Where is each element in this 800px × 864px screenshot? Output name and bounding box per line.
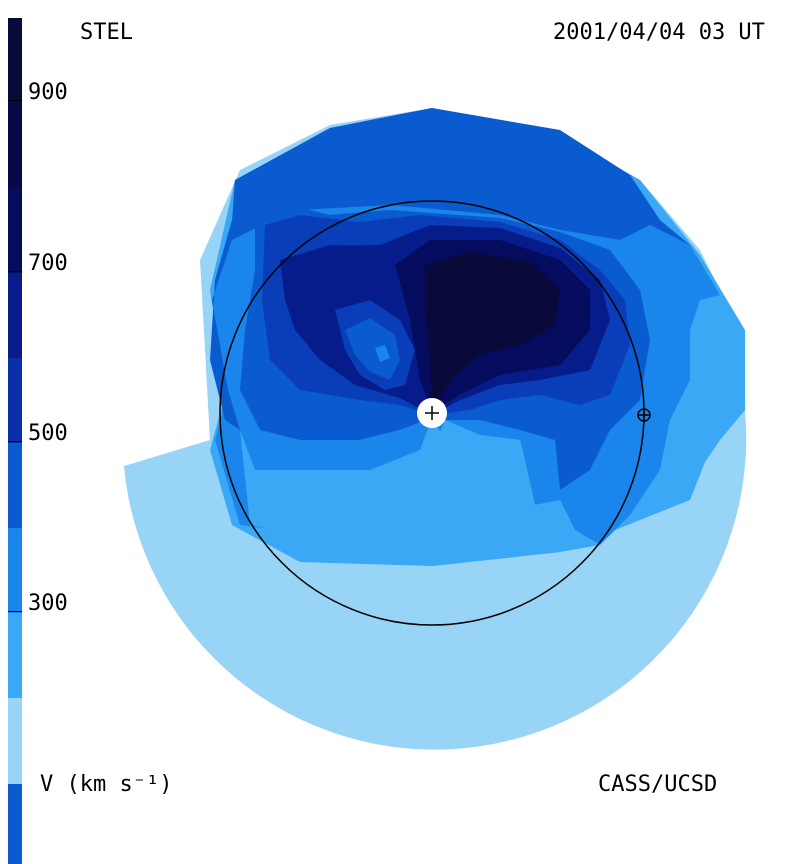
colorbar-graphic (8, 18, 22, 784)
earth-icon (637, 408, 651, 422)
colorbar-tick (8, 100, 22, 101)
velocity-contour-inner3 (375, 345, 390, 362)
velocity-contour-900 (425, 252, 560, 410)
colorbar-tick (8, 611, 22, 612)
colorbar-tick-label: 700 (28, 251, 68, 276)
velocity-contour-right (420, 420, 600, 566)
timestamp-label: 2001/04/04 03 UT (553, 20, 765, 45)
colorbar-tick (8, 271, 22, 272)
units-label: V (km s⁻¹) (40, 772, 173, 797)
velocity-contour-lower2 (240, 418, 432, 470)
velocity-contour-300b (124, 410, 746, 724)
velocity-map (124, 108, 747, 750)
velocity-contour-inner2 (345, 318, 400, 380)
observatory-label: STEL (80, 20, 133, 45)
velocity-contour-500 (210, 108, 690, 430)
credit-label: CASS/UCSD (598, 772, 718, 797)
sun-marker (417, 398, 447, 428)
colorbar-tick-label: 900 (28, 80, 68, 105)
colorbar-tick-label: 500 (28, 421, 68, 446)
colorbar-tick-label: 300 (28, 591, 68, 616)
colorbar-tick (8, 441, 22, 442)
